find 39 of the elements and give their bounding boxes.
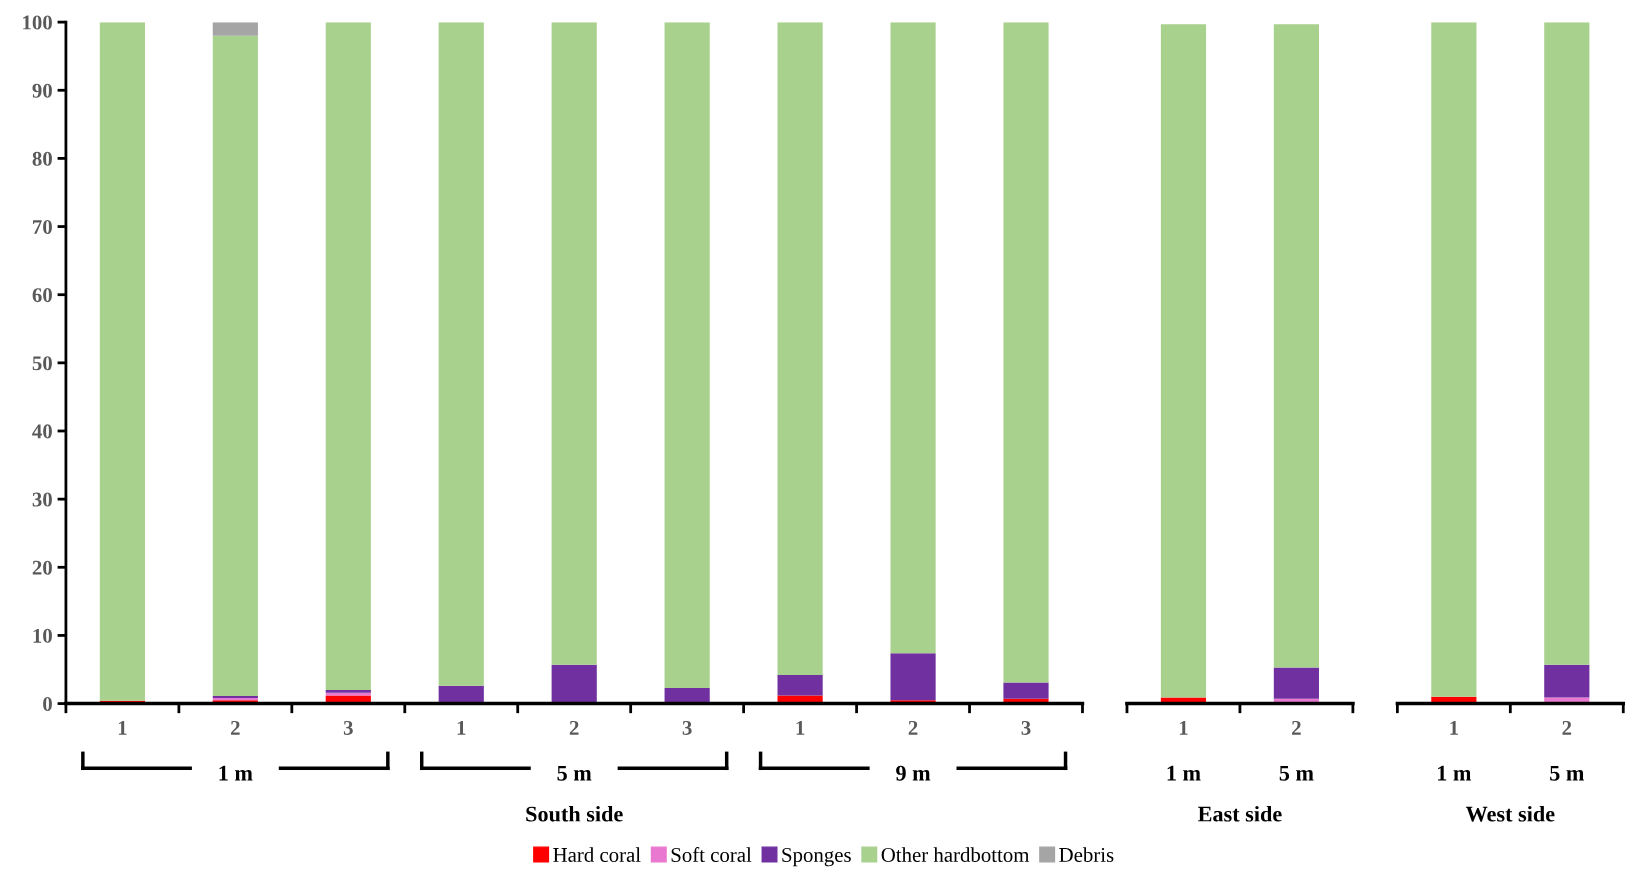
y-tick-label: 90 bbox=[32, 83, 52, 98]
x-tick-label: 2 bbox=[908, 720, 918, 735]
text: 1 m bbox=[219, 765, 253, 781]
y-tick-label: 50 bbox=[32, 356, 52, 371]
legend-label: Other hardbottom bbox=[881, 847, 1030, 862]
y-tick-label: 0 bbox=[43, 696, 52, 712]
text: 1 m bbox=[1167, 765, 1201, 781]
x-tick-label: 2 bbox=[1292, 720, 1301, 735]
legend-label: Debris bbox=[1059, 847, 1114, 862]
text: 1 m bbox=[1438, 765, 1472, 781]
x-tick-label: 3 bbox=[682, 720, 692, 735]
x-tick-label: 1 bbox=[118, 720, 127, 735]
x-tick-label: 1 bbox=[457, 720, 466, 735]
text: 5 m bbox=[1279, 765, 1314, 781]
text: 5 m bbox=[557, 765, 592, 781]
x-axis-title: West side bbox=[1465, 805, 1555, 822]
text: 9 m bbox=[896, 765, 931, 781]
x-tick-label: 2 bbox=[1562, 720, 1572, 735]
x-tick-label: 2 bbox=[231, 720, 240, 735]
x-tick-label: 3 bbox=[1021, 720, 1031, 735]
text: 5 m bbox=[1550, 765, 1585, 781]
x-tick-label: 1 bbox=[1450, 720, 1458, 735]
y-tick-label: 100 bbox=[23, 15, 52, 30]
y-tick-label: 60 bbox=[32, 288, 52, 303]
y-tick-label: 70 bbox=[33, 219, 52, 234]
x-axis-title: South side bbox=[526, 805, 623, 822]
x-tick-label: 2 bbox=[569, 720, 579, 735]
x-tick-label: 1 bbox=[796, 720, 805, 735]
y-tick-label: 20 bbox=[32, 560, 52, 575]
y-tick-label: 80 bbox=[32, 151, 52, 166]
x-axis-title: East side bbox=[1198, 805, 1282, 822]
y-tick-label: 30 bbox=[32, 492, 52, 507]
y-tick-label: 40 bbox=[32, 424, 52, 439]
x-tick-label: 3 bbox=[343, 720, 353, 735]
x-tick-label: 1 bbox=[1179, 720, 1188, 735]
legend-label: Sponges bbox=[782, 847, 851, 867]
legend-label: Soft coral bbox=[671, 847, 752, 862]
y-tick-label: 10 bbox=[33, 628, 52, 643]
legend-label: Hard coral bbox=[553, 847, 641, 862]
